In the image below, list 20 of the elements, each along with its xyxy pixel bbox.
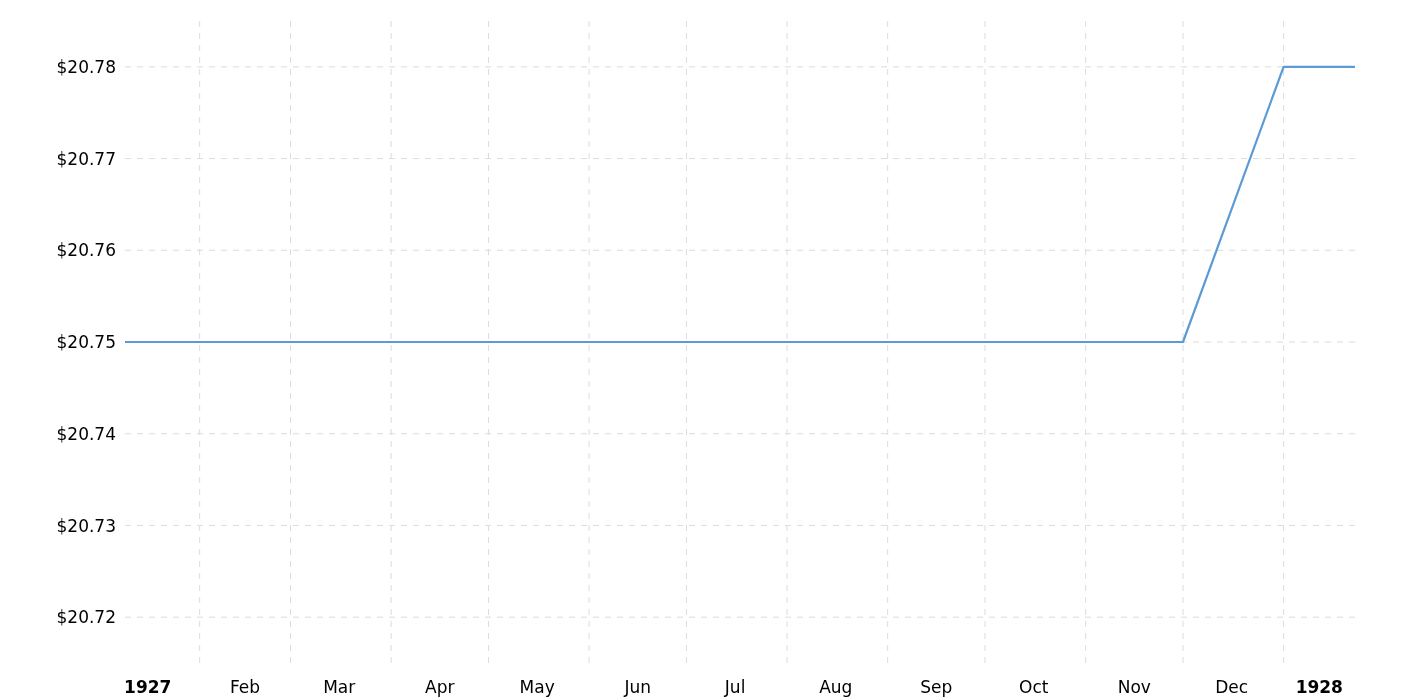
x-tick-label: 1927 xyxy=(124,677,172,697)
x-tick-label: Mar xyxy=(323,677,356,697)
x-tick-label: Aug xyxy=(819,677,853,697)
x-tick-label: Nov xyxy=(1117,677,1151,697)
y-tick-label: $20.75 xyxy=(56,332,116,353)
y-tick-label: $20.77 xyxy=(56,148,116,169)
x-tick-label: Oct xyxy=(1019,677,1049,697)
y-tick-label: $20.76 xyxy=(56,240,116,261)
x-tick-label: May xyxy=(519,677,555,697)
x-tick-label: Jun xyxy=(623,677,652,697)
y-tick-label: $20.74 xyxy=(56,423,116,444)
x-tick-label: Sep xyxy=(920,677,953,697)
y-tick-label: $20.72 xyxy=(56,607,116,628)
x-tick-label: 1928 xyxy=(1295,677,1343,697)
x-tick-label: Feb xyxy=(230,677,261,697)
x-tick-label: Jul xyxy=(723,677,746,697)
y-tick-label: $20.73 xyxy=(56,515,116,536)
x-tick-label: Dec xyxy=(1215,677,1249,697)
y-tick-label: $20.78 xyxy=(56,56,116,77)
x-tick-label: Apr xyxy=(425,677,455,697)
